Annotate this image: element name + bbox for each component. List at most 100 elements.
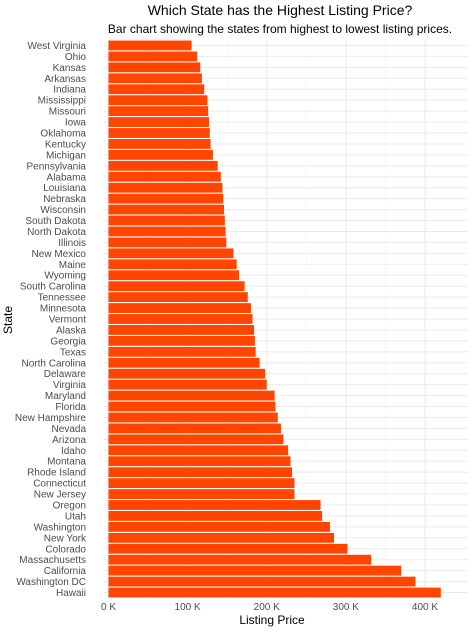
bar	[108, 237, 227, 248]
bar	[108, 445, 289, 456]
bar	[108, 434, 284, 445]
state-tick-label: Washington	[34, 522, 86, 533]
bar	[108, 303, 251, 313]
bar	[108, 248, 234, 259]
state-tick-label: North Dakota	[27, 227, 86, 238]
bar	[108, 314, 253, 324]
bar	[108, 106, 209, 117]
bar	[108, 587, 441, 598]
chart-title: Which State has the Highest Listing Pric…	[148, 2, 413, 18]
state-tick-label: Ohio	[65, 52, 87, 63]
bar	[108, 521, 331, 532]
bar	[108, 511, 323, 521]
bar	[108, 346, 256, 357]
x-tick-label: 300 K	[333, 602, 359, 613]
bar	[108, 401, 276, 412]
bar	[108, 456, 291, 467]
state-tick-label: New Jersey	[34, 490, 86, 501]
bar	[108, 565, 402, 576]
state-tick-label: Kentucky	[45, 139, 86, 150]
bars-group	[108, 40, 441, 598]
state-tick-label: Montana	[47, 457, 86, 468]
state-tick-label: Minnesota	[40, 304, 87, 315]
state-tick-label: West Virginia	[27, 41, 86, 52]
state-tick-label: Washington DC	[16, 577, 86, 588]
bar	[108, 182, 223, 193]
bar	[108, 423, 281, 434]
state-tick-label: California	[44, 566, 87, 577]
state-tick-label: South Dakota	[25, 216, 86, 227]
state-tick-label: Alaska	[56, 325, 86, 336]
state-tick-label: New Hampshire	[15, 413, 87, 424]
state-tick-label: Vermont	[49, 315, 86, 326]
bar	[108, 368, 266, 379]
bar	[108, 379, 267, 390]
state-tick-label: Pennsylvania	[27, 161, 87, 172]
state-tick-label: Tennessee	[38, 293, 87, 304]
bar	[108, 543, 348, 554]
bar	[108, 84, 205, 95]
state-tick-label: Michigan	[46, 150, 86, 161]
state-tick-label: Oregon	[53, 501, 86, 512]
state-tick-label: Massachusetts	[19, 555, 86, 566]
state-tick-label: Utah	[65, 511, 86, 522]
state-tick-label: Alabama	[47, 172, 87, 183]
x-tick-label: 200 K	[254, 602, 280, 613]
state-tick-label: Arkansas	[44, 74, 86, 85]
state-tick-label: Arizona	[52, 435, 86, 446]
bar	[108, 467, 293, 478]
state-tick-label: Hawaii	[56, 588, 86, 599]
bar	[108, 335, 255, 346]
bar	[108, 576, 416, 587]
state-tick-label: Nevada	[52, 424, 87, 435]
state-tick-label: Florida	[55, 402, 86, 413]
bar	[108, 281, 245, 292]
state-tick-label: Iowa	[65, 118, 87, 129]
state-tick-label: Missouri	[49, 107, 86, 118]
bar	[108, 193, 224, 204]
bar	[108, 73, 202, 84]
bar	[108, 270, 240, 281]
bar	[108, 40, 192, 51]
state-tick-label: Virginia	[53, 380, 87, 391]
state-tick-label: Colorado	[45, 544, 86, 555]
bar	[108, 489, 295, 499]
bar	[108, 62, 201, 73]
x-tick-label: 0 K	[101, 602, 116, 613]
y-axis-label: State	[1, 306, 15, 334]
bar	[108, 215, 225, 226]
chart-subtitle: Bar chart showing the states from highes…	[108, 22, 452, 36]
bar	[108, 139, 211, 149]
state-tick-label: Kansas	[53, 63, 86, 74]
state-tick-label: South Carolina	[20, 282, 87, 293]
state-tick-label: Indiana	[53, 85, 86, 96]
state-tick-label: Georgia	[50, 336, 86, 347]
bar	[108, 500, 321, 510]
bar	[108, 51, 198, 62]
bar	[108, 117, 209, 127]
state-tick-label: Maine	[59, 260, 87, 271]
x-tick-label: 400 K	[412, 602, 438, 613]
bar	[108, 160, 218, 171]
bar	[108, 204, 225, 215]
state-tick-label: Wisconsin	[40, 205, 86, 216]
bar	[108, 325, 255, 335]
state-tick-labels: West VirginiaOhioKansasArkansasIndianaMi…	[15, 41, 87, 599]
state-tick-label: Mississippi	[38, 96, 86, 107]
x-tick-label: 100 K	[175, 602, 201, 613]
state-tick-label: Wyoming	[44, 271, 86, 282]
state-tick-label: Illinois	[58, 238, 86, 249]
state-tick-label: Texas	[60, 347, 86, 358]
bar	[108, 292, 248, 303]
bar	[108, 259, 237, 270]
state-tick-label: Maryland	[45, 391, 86, 402]
x-axis-label: Listing Price	[239, 613, 305, 627]
bar	[108, 171, 221, 182]
state-tick-label: Delaware	[44, 369, 87, 380]
state-tick-label: New Mexico	[32, 249, 87, 260]
bar	[108, 532, 335, 543]
bar	[108, 390, 275, 401]
state-tick-label: Connecticut	[33, 479, 86, 490]
bar	[108, 554, 372, 565]
